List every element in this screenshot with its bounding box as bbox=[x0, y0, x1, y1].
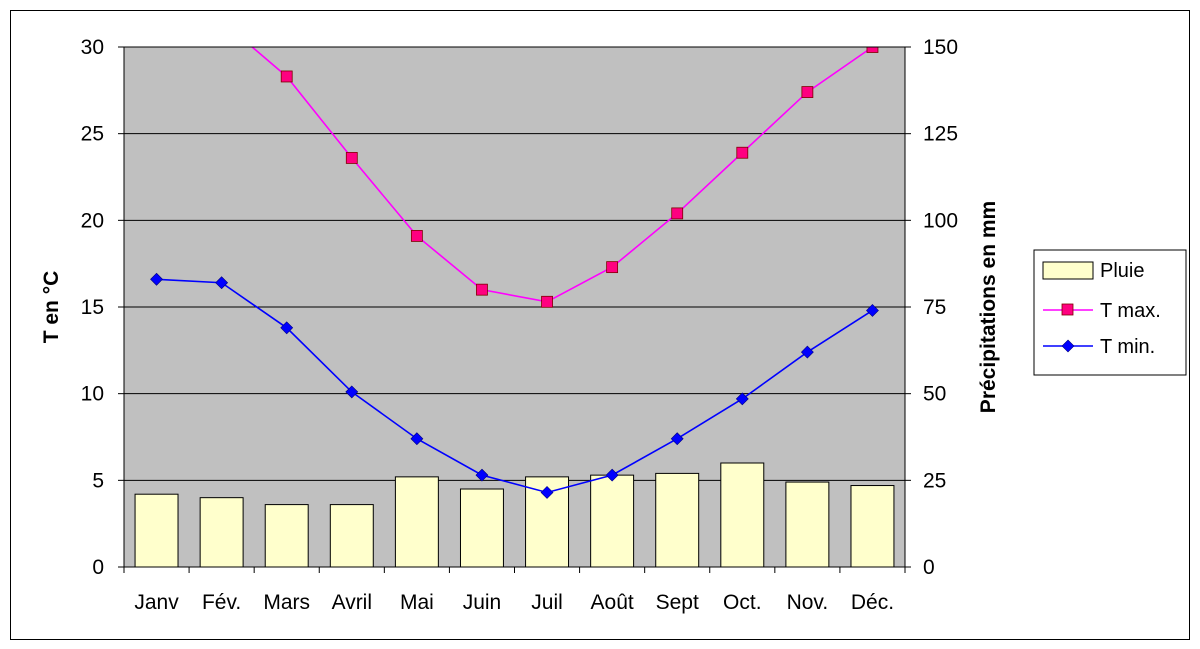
point-t-min bbox=[866, 304, 879, 317]
point-t-max bbox=[280, 70, 293, 83]
x-tick-label: Août bbox=[591, 591, 634, 614]
point-t-max bbox=[476, 283, 488, 296]
y-tick-label-right: 100 bbox=[923, 209, 958, 232]
point-t-min bbox=[280, 321, 294, 335]
x-tick-label: Déc. bbox=[851, 591, 894, 614]
line-t-min bbox=[156, 278, 873, 494]
legend-tmax-marker bbox=[1061, 303, 1074, 316]
point-t-max bbox=[606, 261, 619, 274]
y-tick-label-left: 5 bbox=[92, 469, 104, 492]
point-t-max bbox=[410, 230, 423, 242]
bar-pluie bbox=[264, 504, 309, 568]
x-tick-label: Avril bbox=[332, 591, 372, 614]
x-tick-label: Mai bbox=[400, 591, 434, 614]
point-t-max bbox=[216, 16, 227, 27]
point-t-min bbox=[540, 486, 554, 499]
point-t-min bbox=[670, 432, 684, 446]
point-t-min bbox=[605, 468, 619, 482]
point-t-max bbox=[541, 295, 553, 308]
point-t-max bbox=[671, 207, 684, 220]
line-t-max bbox=[250, 47, 873, 303]
bar-pluie bbox=[590, 474, 635, 568]
legend-tmin-marker bbox=[1061, 339, 1075, 353]
x-tick-label: Janv bbox=[134, 591, 179, 614]
y-tick-label-right: 75 bbox=[923, 296, 946, 319]
point-t-min bbox=[215, 276, 229, 290]
legend-tmax-label: T max. bbox=[1100, 300, 1161, 322]
legend-pluie-label: Pluie bbox=[1100, 260, 1144, 282]
point-t-max bbox=[736, 146, 749, 159]
bar-pluie bbox=[655, 472, 700, 568]
point-t-max bbox=[866, 47, 879, 53]
y-tick-label-right: 150 bbox=[923, 36, 958, 59]
point-t-min bbox=[345, 385, 359, 399]
y-axis-left-title: T en °C bbox=[40, 271, 63, 344]
y-tick-label-left: 15 bbox=[81, 296, 104, 319]
legend-pluie-swatch bbox=[1042, 261, 1094, 280]
legend: Pluie T max. T min. bbox=[1033, 249, 1187, 376]
axes: 0 5 10 15 20 25 30 0 25 50 75 100 125 150 Janv Fév. Mars… bbox=[81, 36, 958, 614]
y-tick-label-right: 50 bbox=[923, 383, 946, 406]
y-tick-label-left: 20 bbox=[81, 209, 104, 232]
x-tick-label: Nov. bbox=[787, 591, 829, 614]
x-tick-label: Sept bbox=[656, 591, 699, 614]
point-t-max bbox=[345, 152, 358, 164]
x-tick-label: Juil bbox=[531, 591, 563, 614]
series-t-min bbox=[150, 272, 879, 499]
x-tick-label: Mars bbox=[263, 591, 310, 614]
x-tick-label: Fév. bbox=[202, 591, 241, 614]
point-t-min bbox=[475, 468, 489, 482]
bar-pluie bbox=[329, 504, 374, 568]
y-axis-right-title: Précipitations en mm bbox=[977, 201, 1000, 413]
bar-pluie bbox=[199, 497, 244, 568]
y-tick-label-left: 25 bbox=[81, 123, 104, 146]
series-t-max bbox=[151, 0, 879, 308]
point-t-max bbox=[151, 0, 162, 1]
y-tick-label-left: 10 bbox=[81, 383, 104, 406]
pluie-bars bbox=[134, 462, 895, 568]
point-t-max bbox=[801, 86, 814, 98]
y-tick-label-right: 125 bbox=[923, 123, 958, 146]
y-tick-label-right: 0 bbox=[923, 556, 935, 579]
point-t-min bbox=[410, 432, 424, 446]
x-tick-label: Oct. bbox=[723, 591, 762, 614]
bar-pluie bbox=[134, 493, 179, 568]
y-tick-label-left: 30 bbox=[81, 36, 104, 59]
point-t-min bbox=[735, 392, 749, 406]
bar-pluie bbox=[850, 485, 895, 568]
bar-pluie bbox=[459, 488, 504, 568]
bar-pluie bbox=[394, 476, 439, 568]
bar-pluie bbox=[785, 481, 830, 568]
point-t-min bbox=[150, 272, 163, 286]
x-tick-label: Juin bbox=[463, 591, 502, 614]
point-t-min bbox=[800, 345, 814, 359]
legend-tmin-label: T min. bbox=[1100, 336, 1155, 358]
bar-pluie bbox=[720, 462, 765, 568]
y-tick-label-left: 0 bbox=[92, 556, 104, 579]
temperature-lines bbox=[150, 0, 879, 499]
y-tick-label-right: 25 bbox=[923, 469, 946, 492]
